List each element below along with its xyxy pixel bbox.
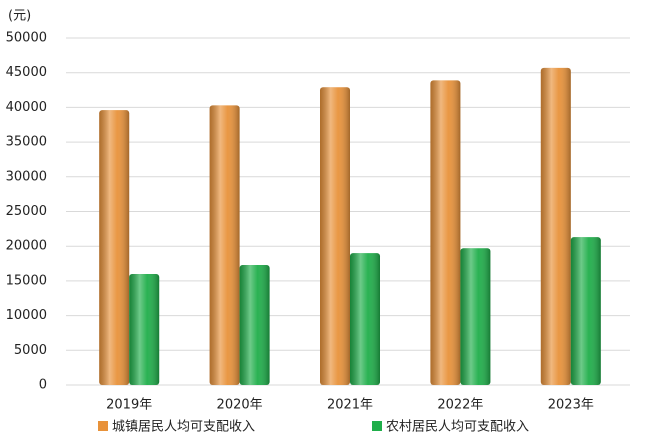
x-tick-label: 2022年 [437,398,483,413]
x-tick-label: 2023年 [548,398,594,413]
bar [209,105,240,386]
bar [320,87,350,386]
y-tick-label: 50000 [6,31,47,46]
bar [239,264,270,385]
y-tick-label: 15000 [6,273,47,288]
bar [99,110,130,386]
bar [570,237,601,385]
bar [350,253,380,385]
y-tick-label: 40000 [6,100,47,115]
x-tick-label: 2021年 [327,398,373,413]
x-tick-label: 2020年 [217,398,263,413]
bar [129,273,160,385]
legend-swatch [98,421,108,431]
x-tick-label: 2019年 [106,398,152,413]
legend-label: 城镇居民人均可支配收入 [112,420,255,435]
unit-label: (元) [8,9,31,24]
y-tick-label: 5000 [14,343,47,358]
y-tick-label: 25000 [6,204,47,219]
y-tick-label: 20000 [6,239,47,254]
y-tick-label: 30000 [6,169,47,184]
y-tick-label: 35000 [6,135,47,150]
legend-label: 农村居民人均可支配收入 [386,420,529,435]
bar [430,80,461,386]
legend-swatch [372,421,382,431]
bar [460,248,491,385]
y-tick-label: 10000 [6,308,47,323]
y-tick-label: 45000 [6,65,47,80]
y-tick-label: 0 [39,378,47,393]
bar [540,67,571,385]
